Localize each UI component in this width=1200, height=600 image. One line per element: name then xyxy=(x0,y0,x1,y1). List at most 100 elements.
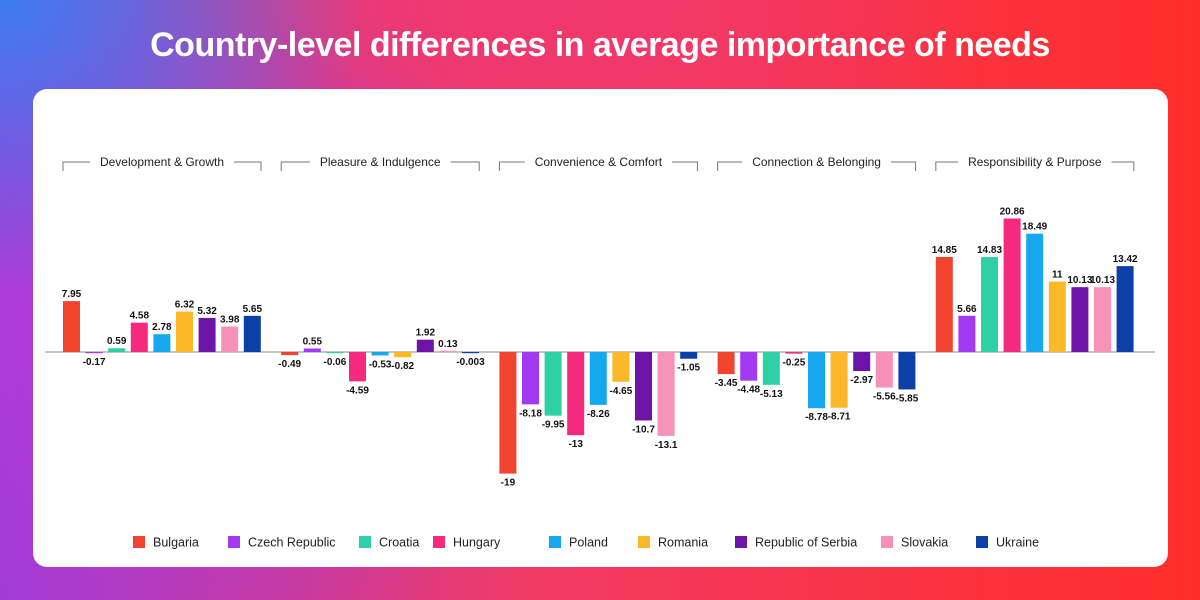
bar xyxy=(589,352,607,405)
bar xyxy=(785,352,803,354)
bar xyxy=(981,257,998,352)
bar xyxy=(935,256,953,352)
category-bracket-right xyxy=(450,161,480,171)
data-label: -0.003 xyxy=(456,357,485,368)
data-label: 11 xyxy=(1052,270,1063,281)
data-label: -4.65 xyxy=(610,386,633,397)
data-label: -0.25 xyxy=(783,358,806,369)
data-label: -8.18 xyxy=(519,408,542,419)
data-label: -13 xyxy=(568,439,583,450)
legend-label: Slovakia xyxy=(901,536,948,550)
data-label: -4.59 xyxy=(346,385,369,396)
bar xyxy=(394,352,412,358)
bar xyxy=(243,315,261,352)
bar xyxy=(1094,287,1111,352)
data-label: -5.85 xyxy=(896,393,919,404)
bar xyxy=(349,352,366,382)
category-label: Convenience & Comfort xyxy=(535,155,663,169)
bar xyxy=(326,352,344,354)
bar xyxy=(875,352,893,388)
bar xyxy=(303,348,321,352)
data-label: -8.78 xyxy=(805,412,828,423)
data-label: 18.49 xyxy=(1022,222,1047,233)
category-bracket-left xyxy=(717,161,743,171)
bar xyxy=(1003,218,1021,352)
data-label: 0.59 xyxy=(107,336,127,347)
category-bracket-right xyxy=(672,161,698,171)
bar xyxy=(462,352,479,354)
data-label: -5.13 xyxy=(760,389,783,400)
data-label: 20.86 xyxy=(1000,206,1025,217)
data-label: -0.06 xyxy=(324,357,347,368)
bar xyxy=(85,352,103,354)
data-label: 2.78 xyxy=(152,322,172,333)
data-label: -19 xyxy=(501,478,516,489)
category-bracket-right xyxy=(890,161,917,171)
category-bracket-left xyxy=(935,161,959,171)
bar xyxy=(853,352,871,372)
legend-swatch xyxy=(133,536,145,548)
data-label: -1.05 xyxy=(677,363,700,374)
bar xyxy=(522,352,539,405)
bar xyxy=(657,352,675,436)
bar xyxy=(1048,281,1066,352)
data-label: 14.83 xyxy=(977,245,1002,256)
bar xyxy=(740,352,758,381)
bar xyxy=(717,352,735,375)
legend-label: Czech Republic xyxy=(248,536,336,550)
category-label: Pleasure & Indulgence xyxy=(320,155,441,169)
data-label: 3.98 xyxy=(220,315,240,326)
legend-swatch xyxy=(359,536,371,548)
data-label: -5.56 xyxy=(873,392,896,403)
bar xyxy=(176,311,193,352)
page-title: Country-level differences in average imp… xyxy=(150,26,1050,64)
legend-label: Poland xyxy=(569,536,608,550)
legend-label: Republic of Serbia xyxy=(755,536,857,550)
data-label: 0.13 xyxy=(438,339,458,350)
bar xyxy=(680,352,698,359)
data-label: -0.49 xyxy=(278,359,301,370)
data-label: -9.95 xyxy=(542,420,565,431)
data-label: -10.7 xyxy=(632,424,655,435)
data-label: 6.32 xyxy=(175,300,195,311)
legend-label: Ukraine xyxy=(996,536,1039,550)
bar xyxy=(63,301,80,352)
legend-swatch xyxy=(549,536,561,548)
data-label: 4.58 xyxy=(130,311,150,322)
category-label: Responsibility & Purpose xyxy=(968,155,1102,169)
bar xyxy=(958,315,976,352)
bar xyxy=(544,352,562,416)
bar xyxy=(221,326,239,352)
bar xyxy=(153,334,171,352)
data-label: 5.32 xyxy=(197,306,217,317)
category-bracket-right xyxy=(1111,161,1135,171)
bar xyxy=(1026,233,1044,352)
data-label: 5.65 xyxy=(243,304,263,315)
legend-swatch xyxy=(976,536,988,548)
bar xyxy=(635,352,652,421)
category-bracket-left xyxy=(62,161,90,171)
bar xyxy=(567,352,585,436)
data-label: -13.1 xyxy=(655,440,678,451)
bar xyxy=(898,352,916,390)
data-label: -4.48 xyxy=(737,385,760,396)
legend-label: Croatia xyxy=(379,536,419,550)
bar xyxy=(416,339,434,352)
legend-swatch xyxy=(638,536,650,548)
data-label: 14.85 xyxy=(932,245,957,256)
legend-label: Romania xyxy=(658,536,708,550)
bar xyxy=(108,348,126,352)
legend-swatch xyxy=(433,536,445,548)
bar xyxy=(371,352,389,356)
category-bracket-right xyxy=(234,161,262,171)
data-label: -3.45 xyxy=(715,378,738,389)
legend-label: Hungary xyxy=(453,536,501,550)
category-bracket-left xyxy=(498,161,525,171)
data-label: 10.13 xyxy=(1090,275,1115,286)
data-label: -8.26 xyxy=(587,409,610,420)
category-label: Development & Growth xyxy=(100,155,224,169)
data-label: -8.71 xyxy=(828,412,851,423)
category-label: Connection & Belonging xyxy=(752,155,881,169)
bar xyxy=(130,322,148,352)
